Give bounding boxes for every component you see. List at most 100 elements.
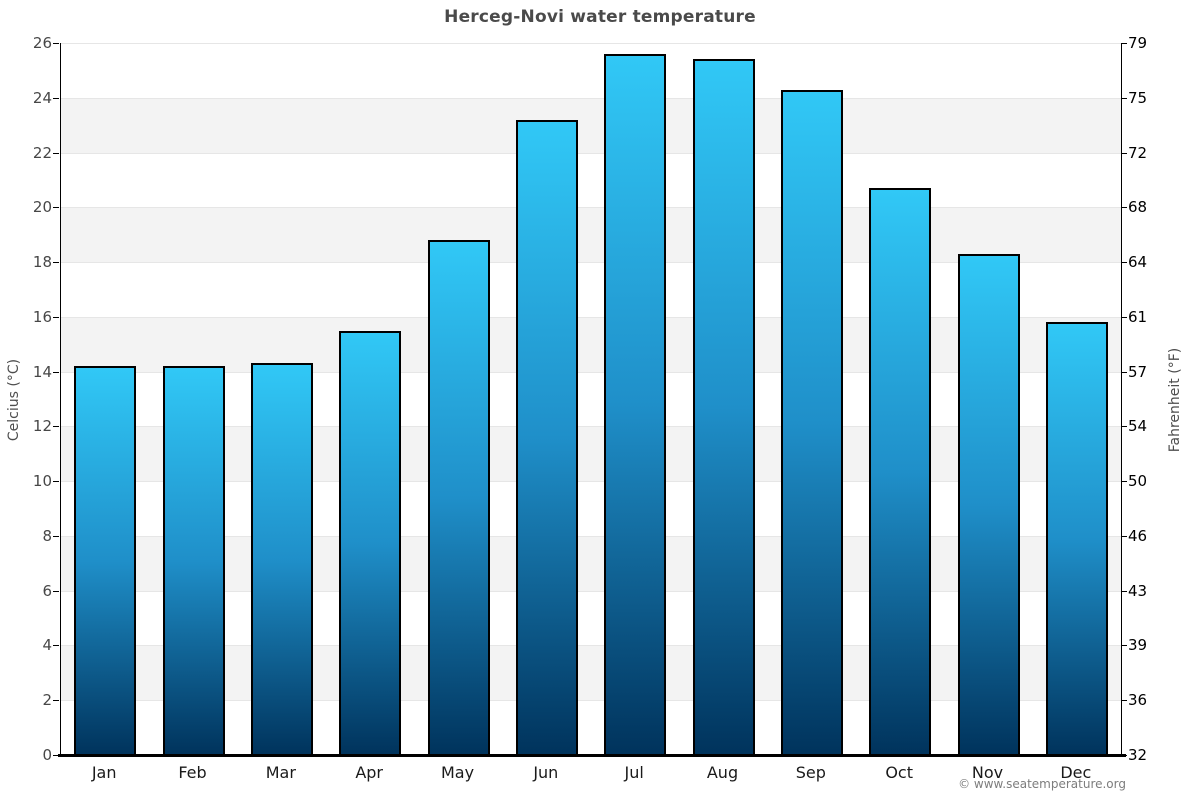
tick-left	[53, 43, 59, 44]
chart-title: Herceg-Novi water temperature	[444, 7, 756, 27]
bar-apr[interactable]	[339, 330, 402, 755]
bar-jul[interactable]	[604, 53, 667, 755]
plot-band	[61, 426, 1121, 482]
bar-feb[interactable]	[162, 366, 225, 755]
y-tick-label-fahrenheit: 64	[1128, 253, 1148, 272]
plot-band	[61, 97, 1121, 153]
attribution-text: © www.seatemperature.org	[958, 777, 1126, 791]
y-tick-label-celsius: 0	[42, 746, 52, 764]
tick-left	[53, 755, 59, 756]
y-tick-label-celsius: 20	[32, 198, 52, 217]
gridline	[61, 426, 1121, 428]
x-tick-label-aug: Aug	[706, 763, 739, 782]
tick-left	[53, 316, 59, 318]
plot-band	[61, 590, 1121, 646]
tick-right	[1121, 535, 1127, 537]
tick-left	[53, 535, 59, 537]
tick-left	[53, 262, 59, 264]
bar-jan[interactable]	[74, 366, 137, 755]
x-tick-label-sep: Sep	[795, 763, 826, 782]
tick-right	[1121, 152, 1127, 154]
plot-band	[61, 262, 1121, 317]
y-tick-label-fahrenheit: 36	[1128, 691, 1148, 710]
y-tick-label-fahrenheit: 57	[1128, 362, 1148, 381]
x-tick-label-oct: Oct	[885, 763, 913, 782]
bar-nov[interactable]	[957, 253, 1020, 755]
plot-band	[61, 316, 1121, 372]
gridline	[61, 262, 1121, 264]
tick-right	[1121, 43, 1127, 44]
y-tick-label-celsius: 12	[32, 417, 52, 436]
y-tick-label-celsius: 4	[42, 636, 52, 655]
bar-sep[interactable]	[780, 89, 843, 755]
gridline	[61, 700, 1121, 702]
plot-band	[61, 700, 1121, 755]
y-tick-label-celsius: 16	[32, 307, 52, 326]
y-tick-label-celsius: 26	[32, 34, 52, 52]
y-tick-label-celsius: 24	[32, 88, 52, 107]
tick-right	[1121, 481, 1127, 483]
tick-left	[53, 97, 59, 99]
tick-left	[53, 371, 59, 373]
y-tick-label-fahrenheit: 32	[1128, 746, 1148, 764]
x-tick-label-feb: Feb	[178, 763, 207, 782]
tick-right	[1121, 645, 1127, 647]
tick-left	[53, 645, 59, 647]
x-tick-label-jun: Jun	[533, 763, 559, 782]
bar-dec[interactable]	[1045, 322, 1108, 755]
bar-mar[interactable]	[250, 363, 313, 755]
gridline	[61, 152, 1121, 154]
y-tick-label-celsius: 6	[42, 581, 52, 600]
gridline	[61, 590, 1121, 592]
x-tick-label-jan: Jan	[91, 763, 117, 782]
bar-may[interactable]	[427, 240, 490, 755]
plot-band	[61, 207, 1121, 263]
y-tick-label-celsius: 10	[32, 472, 52, 491]
y-axis-title-fahrenheit: Fahrenheit (°F)	[1167, 347, 1183, 453]
x-tick-label-jul: Jul	[624, 763, 644, 782]
y-tick-label-fahrenheit: 39	[1128, 636, 1148, 655]
bar-aug[interactable]	[692, 59, 755, 755]
tick-right	[1121, 97, 1127, 99]
plot-band	[61, 152, 1121, 208]
tick-left	[53, 481, 59, 483]
tick-right	[1121, 426, 1127, 428]
bar-jun[interactable]	[515, 119, 578, 755]
y-tick-label-celsius: 8	[42, 526, 52, 545]
tick-left	[53, 590, 59, 592]
y-tick-label-fahrenheit: 54	[1128, 417, 1148, 436]
y-tick-label-fahrenheit: 68	[1128, 198, 1148, 217]
gridline	[61, 371, 1121, 373]
tick-left	[53, 207, 59, 209]
plot-band	[61, 535, 1121, 591]
tick-right	[1121, 371, 1127, 373]
gridline	[61, 316, 1121, 318]
tick-left	[53, 700, 59, 702]
gridline	[61, 43, 1121, 44]
tick-right	[1121, 316, 1127, 318]
x-axis-line	[58, 754, 1126, 757]
plot-area	[60, 43, 1122, 755]
tick-left	[53, 426, 59, 428]
x-tick-label-mar: Mar	[265, 763, 296, 782]
y-tick-label-fahrenheit: 61	[1128, 307, 1148, 326]
y-tick-label-fahrenheit: 50	[1128, 472, 1148, 491]
x-tick-label-apr: Apr	[355, 763, 383, 782]
plot-band	[61, 645, 1121, 701]
gridline	[61, 481, 1121, 483]
y-tick-label-celsius: 2	[42, 691, 52, 710]
y-tick-label-fahrenheit: 79	[1128, 34, 1148, 52]
y-tick-label-fahrenheit: 43	[1128, 581, 1148, 600]
y-tick-label-fahrenheit: 46	[1128, 526, 1148, 545]
x-tick-label-nov: Nov	[971, 763, 1004, 782]
x-tick-label-may: May	[440, 763, 475, 782]
y-tick-label-celsius: 22	[32, 143, 52, 162]
gridline	[61, 207, 1121, 209]
bar-oct[interactable]	[869, 188, 932, 755]
tick-right	[1121, 700, 1127, 702]
y-tick-label-fahrenheit: 72	[1128, 143, 1148, 162]
gridline	[61, 535, 1121, 537]
y-tick-label-celsius: 18	[32, 253, 52, 272]
gridline	[61, 97, 1121, 99]
y-tick-label-celsius: 14	[32, 362, 52, 381]
